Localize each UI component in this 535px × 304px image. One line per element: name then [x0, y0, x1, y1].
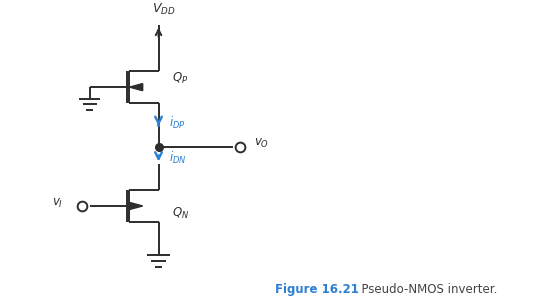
- Text: $v_O$: $v_O$: [254, 137, 269, 150]
- Text: Pseudo-NMOS inverter.: Pseudo-NMOS inverter.: [354, 283, 498, 296]
- Text: $Q_P$: $Q_P$: [172, 71, 188, 86]
- Text: $V_{DD}$: $V_{DD}$: [152, 2, 175, 17]
- Text: $v_I$: $v_I$: [52, 196, 64, 209]
- Polygon shape: [129, 202, 143, 209]
- Polygon shape: [129, 84, 143, 91]
- Text: $i_{DN}$: $i_{DN}$: [169, 150, 187, 167]
- Text: Figure 16.21: Figure 16.21: [275, 283, 358, 296]
- Text: $Q_N$: $Q_N$: [172, 206, 189, 221]
- Text: $i_{DP}$: $i_{DP}$: [169, 115, 186, 131]
